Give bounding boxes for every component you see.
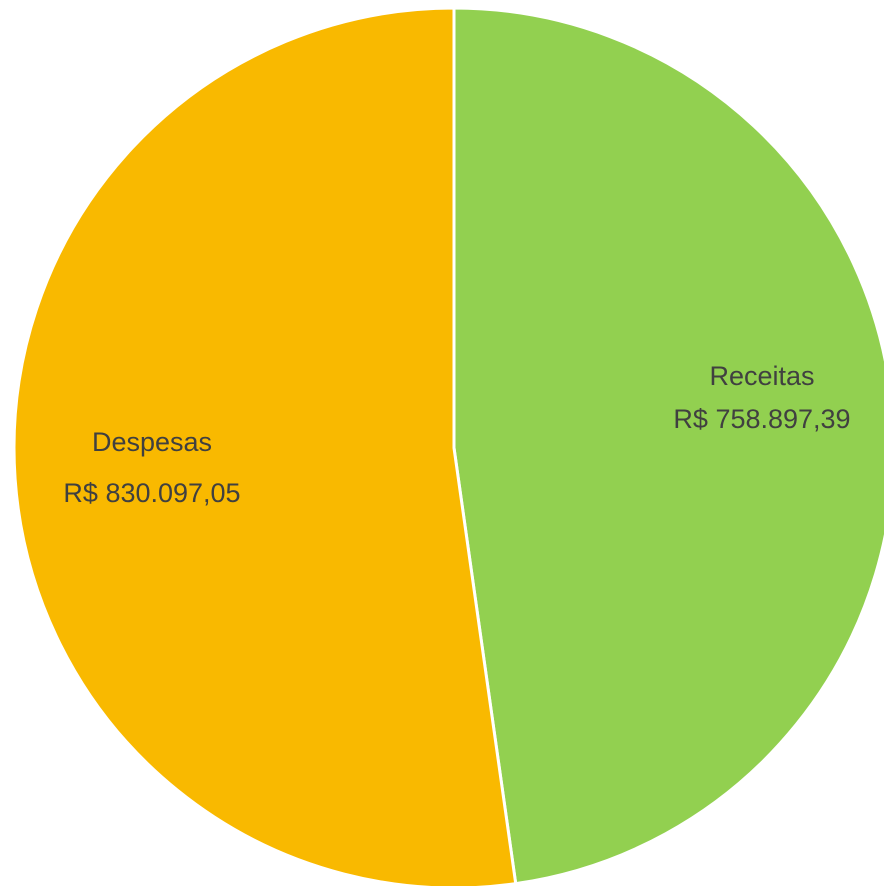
pie-data-labels: Receitas R$ 758.897,39 Despesas R$ 830.0…: [63, 361, 850, 508]
pie-slice-despesas: [12, 6, 518, 886]
slice-label-value-despesas: R$ 830.097,05: [63, 478, 240, 508]
pie-slice-receitas: [452, 6, 884, 886]
slice-label-name-despesas: Despesas: [92, 427, 212, 457]
slice-label-value-receitas: R$ 758.897,39: [673, 404, 850, 434]
slice-label-name-receitas: Receitas: [709, 361, 814, 391]
pie-slices: [12, 6, 884, 886]
